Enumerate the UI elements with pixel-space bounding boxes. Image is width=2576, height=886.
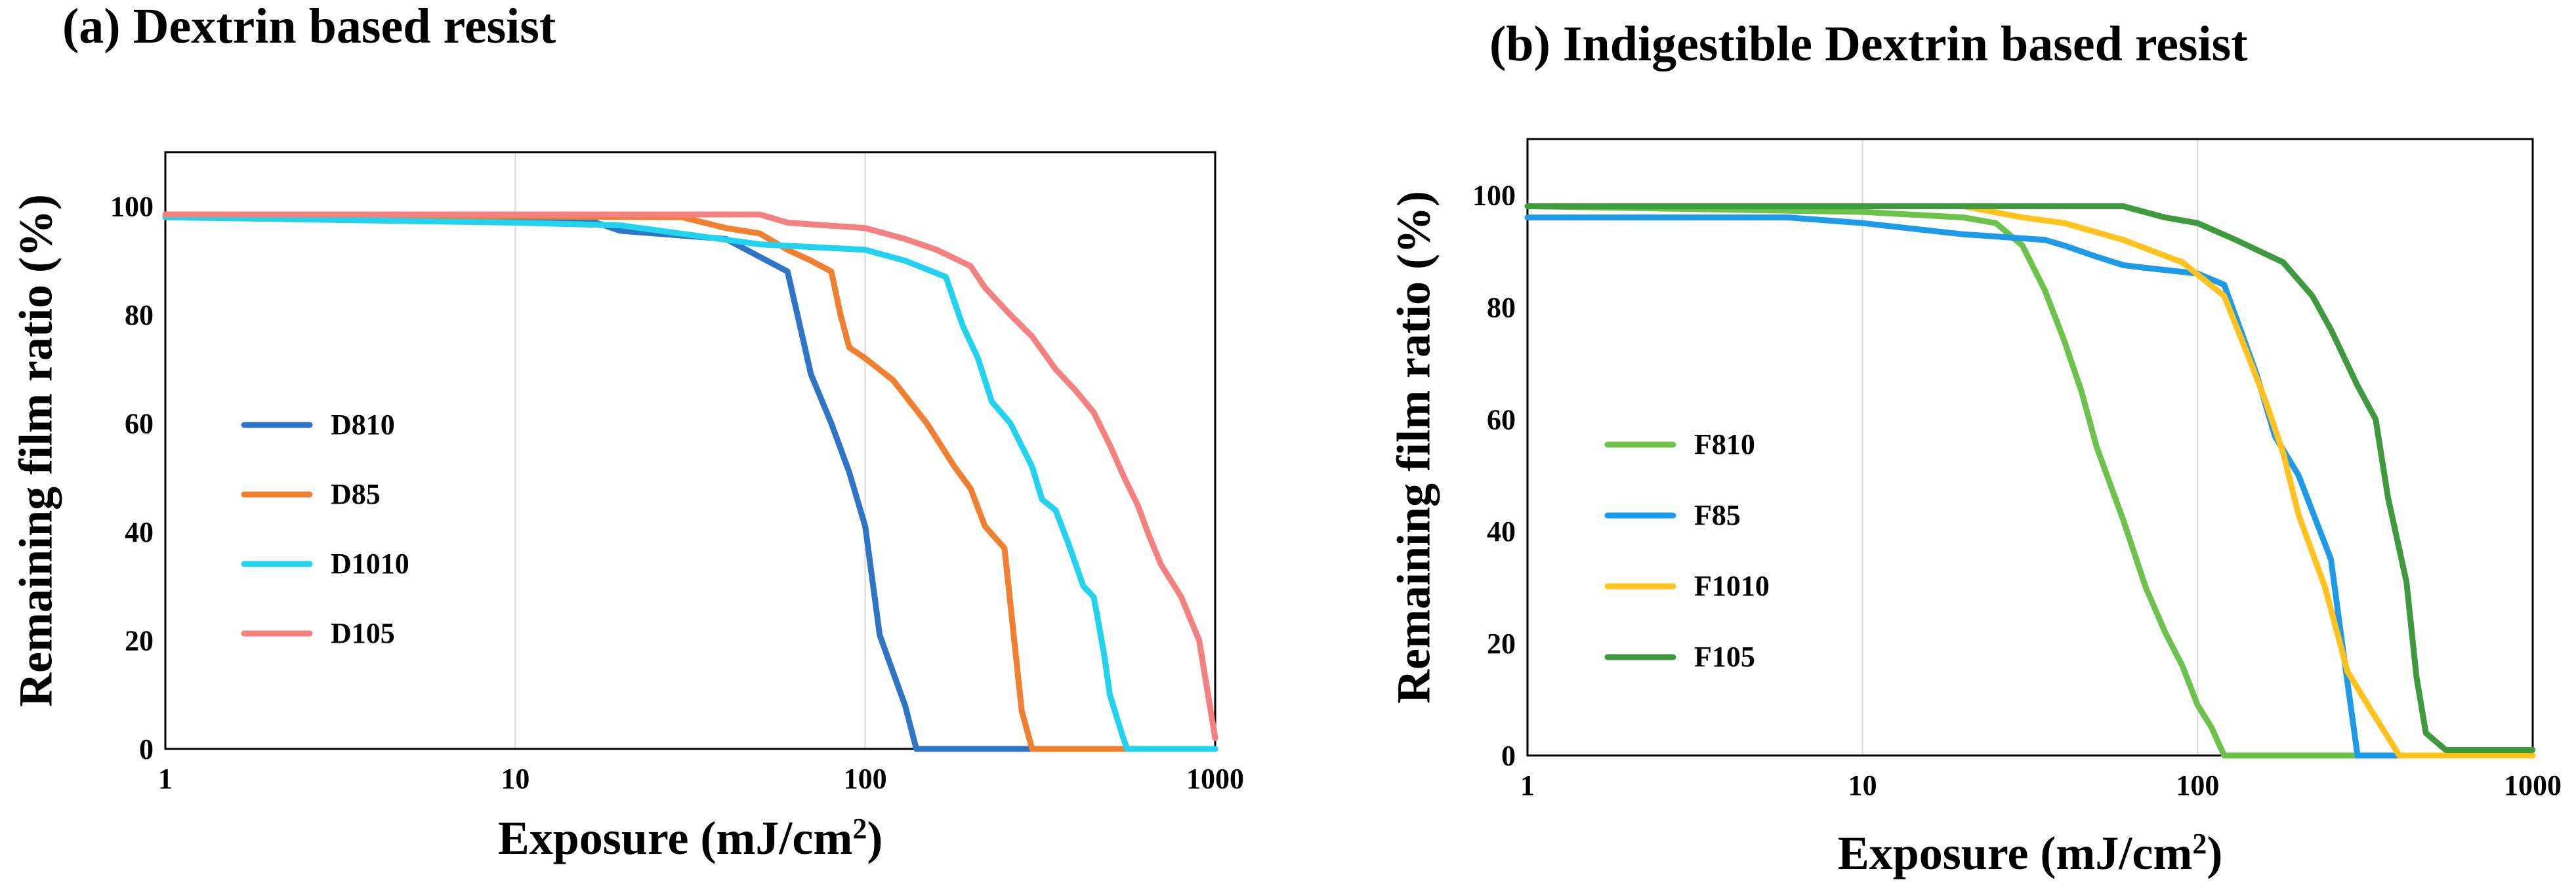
series-line-d105 bbox=[162, 211, 1218, 741]
x-tick-label: 10 bbox=[501, 763, 530, 795]
legend-label-d105: D105 bbox=[331, 617, 395, 649]
y-tick-label: 100 bbox=[1472, 179, 1516, 211]
series-line-f1010 bbox=[1524, 203, 2536, 759]
y-tick-label: 0 bbox=[139, 733, 154, 765]
legend-label-f810: F810 bbox=[1694, 428, 1755, 460]
legend-b: F810 F85 F1010 F105 bbox=[1604, 428, 1770, 673]
panel-b: (b) Indigestible Dextrin based resist 0 2… bbox=[1388, 16, 2562, 879]
plot-frame-b bbox=[1526, 138, 2534, 757]
y-tick-label: 60 bbox=[1487, 403, 1516, 435]
x-ticks-a: 1 10 100 1000 bbox=[158, 763, 1244, 795]
y-tick-label: 0 bbox=[1501, 740, 1516, 772]
legend-label-d85: D85 bbox=[331, 478, 381, 510]
x-tick-label: 1 bbox=[158, 763, 173, 795]
grid-a bbox=[514, 152, 866, 749]
y-axis-label-b: Remaining film ratio (%) bbox=[1388, 191, 1440, 704]
chart-title-b: (b) Indigestible Dextrin based resist bbox=[1489, 16, 2248, 71]
series-line-f85 bbox=[1524, 214, 2536, 759]
chart-title-a: (a) Dextrin based resist bbox=[62, 0, 556, 54]
x-tick-label: 10 bbox=[1848, 769, 1877, 801]
series-line-f810 bbox=[1524, 203, 2536, 759]
legend-a: D810 D85 D1010 D105 bbox=[241, 409, 409, 649]
x-tick-label: 1 bbox=[1520, 769, 1535, 801]
legend-label-f105: F105 bbox=[1694, 641, 1755, 673]
y-axis-label-a: Remaining film ratio (%) bbox=[10, 194, 62, 707]
series-b bbox=[1524, 203, 2536, 759]
series-a bbox=[162, 211, 1218, 752]
x-axis-label-b: Exposure (mJ/cm2) bbox=[1838, 827, 2223, 879]
y-tick-label: 60 bbox=[125, 408, 154, 440]
x-tick-label: 100 bbox=[2176, 769, 2219, 801]
x-ticks-b: 1 10 100 1000 bbox=[1520, 769, 2562, 801]
grid-b bbox=[1861, 139, 2199, 755]
y-ticks-a: 0 20 40 60 80 100 bbox=[110, 191, 154, 765]
x-tick-label: 100 bbox=[844, 763, 887, 795]
y-tick-label: 80 bbox=[1487, 291, 1516, 323]
legend-label-d1010: D1010 bbox=[331, 548, 409, 580]
legend-label-d810: D810 bbox=[331, 409, 395, 441]
y-tick-label: 80 bbox=[125, 299, 154, 331]
y-tick-label: 40 bbox=[1487, 515, 1516, 548]
x-tick-label: 1000 bbox=[1186, 763, 1244, 795]
series-line-d1010 bbox=[162, 214, 1218, 752]
y-ticks-b: 0 20 40 60 80 100 bbox=[1472, 179, 1516, 772]
series-line-d810 bbox=[162, 214, 1218, 752]
x-axis-label-a: Exposure (mJ/cm2) bbox=[498, 812, 883, 864]
x-tick-label: 1000 bbox=[2504, 769, 2562, 801]
plot-frame-a bbox=[164, 151, 1216, 750]
y-tick-label: 20 bbox=[125, 625, 154, 657]
legend-label-f85: F85 bbox=[1694, 499, 1741, 531]
series-line-d85 bbox=[162, 211, 1218, 752]
series-line-f105 bbox=[1524, 203, 2536, 753]
legend-label-f1010: F1010 bbox=[1694, 570, 1770, 602]
y-tick-label: 100 bbox=[110, 191, 154, 223]
y-tick-label: 20 bbox=[1487, 628, 1516, 660]
y-tick-label: 40 bbox=[125, 516, 154, 548]
